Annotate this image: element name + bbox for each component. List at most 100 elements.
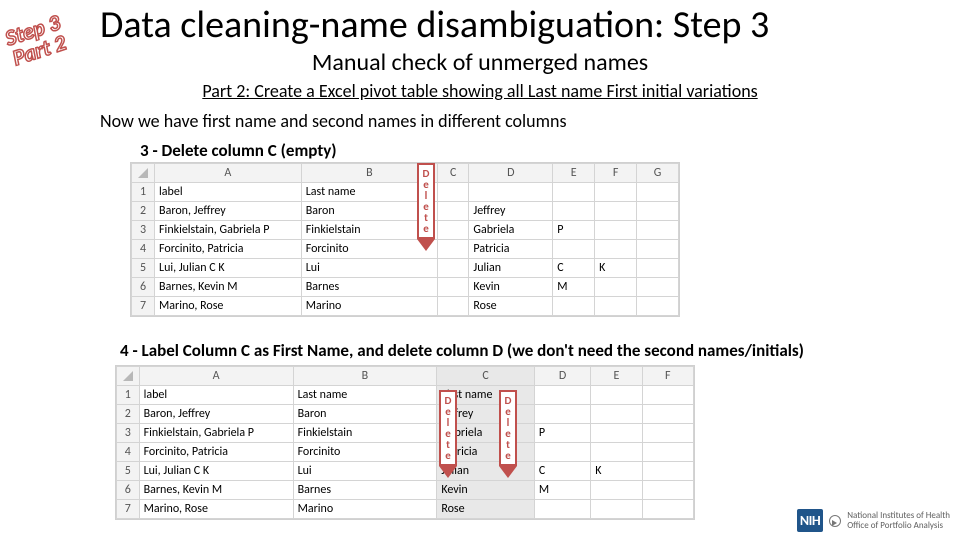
cell[interactable]: P bbox=[534, 424, 590, 443]
cell[interactable]: Rose bbox=[437, 500, 535, 519]
cell[interactable] bbox=[437, 297, 468, 316]
cell[interactable]: Lui bbox=[301, 259, 437, 278]
cell[interactable] bbox=[534, 500, 590, 519]
row-number[interactable]: 4 bbox=[117, 443, 140, 462]
cell[interactable]: Marino bbox=[293, 500, 437, 519]
cell[interactable] bbox=[642, 443, 693, 462]
row-number[interactable]: 4 bbox=[132, 240, 155, 259]
column-header[interactable]: C bbox=[437, 367, 535, 386]
cell[interactable]: Marino, Rose bbox=[139, 500, 293, 519]
cell[interactable]: Barnes, Kevin M bbox=[155, 278, 302, 297]
cell[interactable] bbox=[553, 183, 595, 202]
cell[interactable] bbox=[642, 386, 693, 405]
column-header[interactable]: D bbox=[469, 164, 553, 183]
cell[interactable]: Barnes bbox=[301, 278, 437, 297]
column-header[interactable]: B bbox=[293, 367, 437, 386]
cell[interactable] bbox=[437, 221, 468, 240]
cell[interactable]: Kevin bbox=[437, 481, 535, 500]
cell[interactable] bbox=[437, 202, 468, 221]
cell[interactable]: Finkielstain, Gabriela P bbox=[155, 221, 302, 240]
row-number[interactable]: 1 bbox=[117, 386, 140, 405]
cell[interactable]: Marino bbox=[301, 297, 437, 316]
cell[interactable]: M bbox=[534, 481, 590, 500]
cell[interactable] bbox=[591, 443, 642, 462]
cell[interactable]: Lui, Julian C K bbox=[155, 259, 302, 278]
cell[interactable]: Patricia bbox=[469, 240, 553, 259]
column-header[interactable]: F bbox=[642, 367, 693, 386]
cell[interactable]: Barnes bbox=[293, 481, 437, 500]
row-number[interactable]: 3 bbox=[132, 221, 155, 240]
cell[interactable]: M bbox=[553, 278, 595, 297]
cell[interactable] bbox=[637, 202, 679, 221]
cell[interactable]: Baron, Jeffrey bbox=[139, 405, 293, 424]
cell[interactable] bbox=[553, 297, 595, 316]
cell[interactable]: Finkielstain, Gabriela P bbox=[139, 424, 293, 443]
cell[interactable]: Lui bbox=[293, 462, 437, 481]
cell[interactable] bbox=[534, 405, 590, 424]
cell[interactable]: C bbox=[553, 259, 595, 278]
cell[interactable] bbox=[534, 443, 590, 462]
cell[interactable] bbox=[595, 183, 637, 202]
cell[interactable] bbox=[553, 202, 595, 221]
cell[interactable] bbox=[637, 240, 679, 259]
cell[interactable] bbox=[595, 278, 637, 297]
cell[interactable] bbox=[591, 500, 642, 519]
cell[interactable] bbox=[591, 424, 642, 443]
cell[interactable]: Baron, Jeffrey bbox=[155, 202, 302, 221]
cell[interactable] bbox=[595, 297, 637, 316]
select-all-corner[interactable] bbox=[117, 367, 140, 386]
cell[interactable]: Forcinito, Patricia bbox=[139, 443, 293, 462]
cell[interactable] bbox=[642, 424, 693, 443]
row-number[interactable]: 7 bbox=[117, 500, 140, 519]
select-all-corner[interactable] bbox=[132, 164, 155, 183]
cell[interactable] bbox=[534, 386, 590, 405]
cell[interactable] bbox=[437, 240, 468, 259]
cell[interactable] bbox=[437, 259, 468, 278]
cell[interactable]: label bbox=[155, 183, 302, 202]
cell[interactable] bbox=[437, 183, 468, 202]
cell[interactable]: C bbox=[534, 462, 590, 481]
cell[interactable] bbox=[591, 405, 642, 424]
cell[interactable] bbox=[637, 221, 679, 240]
column-header[interactable]: C bbox=[437, 164, 468, 183]
column-header[interactable]: G bbox=[637, 164, 679, 183]
cell[interactable]: Gabriela bbox=[469, 221, 553, 240]
column-header[interactable]: A bbox=[139, 367, 293, 386]
cell[interactable]: Rose bbox=[469, 297, 553, 316]
cell[interactable]: Marino, Rose bbox=[155, 297, 302, 316]
cell[interactable] bbox=[642, 500, 693, 519]
cell[interactable]: Lui, Julian C K bbox=[139, 462, 293, 481]
cell[interactable]: K bbox=[591, 462, 642, 481]
column-header[interactable]: A bbox=[155, 164, 302, 183]
cell[interactable]: Baron bbox=[293, 405, 437, 424]
cell[interactable]: label bbox=[139, 386, 293, 405]
cell[interactable] bbox=[637, 278, 679, 297]
row-number[interactable]: 7 bbox=[132, 297, 155, 316]
row-number[interactable]: 3 bbox=[117, 424, 140, 443]
cell[interactable] bbox=[595, 240, 637, 259]
cell[interactable]: Barnes, Kevin M bbox=[139, 481, 293, 500]
cell[interactable]: Jeffrey bbox=[469, 202, 553, 221]
row-number[interactable]: 2 bbox=[132, 202, 155, 221]
cell[interactable]: Last name bbox=[293, 386, 437, 405]
row-number[interactable]: 1 bbox=[132, 183, 155, 202]
cell[interactable]: Forcinito bbox=[293, 443, 437, 462]
cell[interactable] bbox=[642, 481, 693, 500]
cell[interactable]: Forcinito, Patricia bbox=[155, 240, 302, 259]
cell[interactable] bbox=[591, 481, 642, 500]
column-header[interactable]: E bbox=[591, 367, 642, 386]
cell[interactable] bbox=[595, 202, 637, 221]
column-header[interactable]: D bbox=[534, 367, 590, 386]
cell[interactable] bbox=[637, 297, 679, 316]
cell[interactable] bbox=[637, 183, 679, 202]
cell[interactable] bbox=[637, 259, 679, 278]
cell[interactable]: P bbox=[553, 221, 595, 240]
cell[interactable] bbox=[642, 405, 693, 424]
cell[interactable]: Finkielstain bbox=[293, 424, 437, 443]
row-number[interactable]: 6 bbox=[132, 278, 155, 297]
cell[interactable]: Julian bbox=[469, 259, 553, 278]
cell[interactable]: K bbox=[595, 259, 637, 278]
cell[interactable]: Kevin bbox=[469, 278, 553, 297]
cell[interactable] bbox=[437, 278, 468, 297]
cell[interactable] bbox=[591, 386, 642, 405]
